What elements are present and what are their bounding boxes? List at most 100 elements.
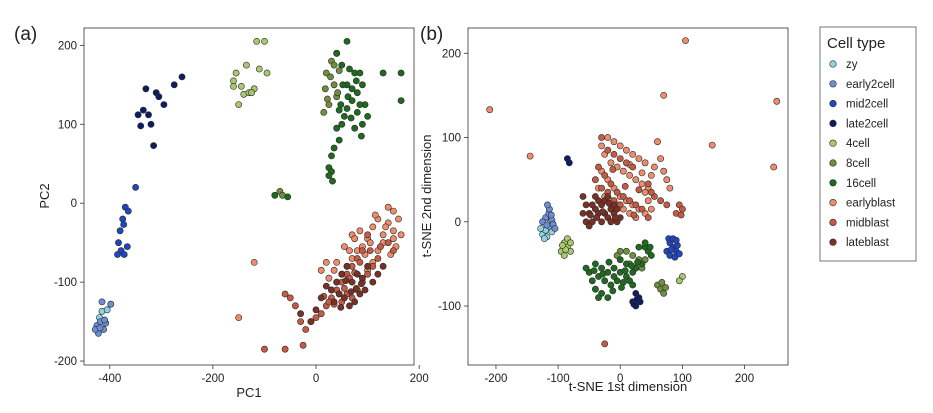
point-late2cell xyxy=(155,93,163,101)
point-lateblast xyxy=(335,290,343,298)
point-midblast xyxy=(635,186,643,194)
point-midblast xyxy=(677,211,685,219)
point-lateblast xyxy=(340,294,348,302)
point-earlyblast xyxy=(682,37,689,44)
point-late2cell xyxy=(565,159,573,167)
point-lateblast xyxy=(338,270,346,278)
point-8cell xyxy=(321,85,329,93)
point-early2cell xyxy=(544,201,551,209)
point-midblast xyxy=(592,176,599,184)
point-lateblast xyxy=(607,218,615,226)
point-earlyblast xyxy=(651,163,658,171)
point-late2cell xyxy=(139,106,147,114)
point-8cell xyxy=(327,73,334,81)
point-16cell xyxy=(601,277,609,285)
point-earlyblast xyxy=(641,159,649,167)
point-lateblast xyxy=(582,201,590,209)
point-midblast xyxy=(607,180,615,188)
point-16cell xyxy=(333,124,341,132)
point-earlyblast xyxy=(604,134,612,141)
point-16cell xyxy=(348,97,356,104)
point-16cell xyxy=(609,287,617,295)
point-midblast xyxy=(281,290,289,298)
point-16cell xyxy=(379,69,387,77)
legend-title: Cell type xyxy=(827,35,885,52)
point-midblast xyxy=(384,239,392,247)
point-mid2cell xyxy=(115,239,122,247)
point-midblast xyxy=(299,341,307,349)
legend-swatch-mid2cell xyxy=(829,99,837,108)
point-16cell xyxy=(605,258,613,266)
panel-b-frame xyxy=(467,27,789,366)
point-midblast xyxy=(377,243,384,250)
point-16cell xyxy=(634,258,641,266)
point-4cell xyxy=(235,101,243,108)
point-earlyblast xyxy=(366,239,374,247)
point-16cell xyxy=(358,81,366,89)
point-16cell xyxy=(284,193,292,201)
panel-a-ytick-label: 100 xyxy=(58,119,77,131)
point-16cell xyxy=(348,85,356,93)
point-late2cell xyxy=(134,111,142,119)
point-16cell xyxy=(339,81,347,89)
point-midblast xyxy=(312,314,320,321)
point-earlyblast xyxy=(657,155,664,162)
point-zy xyxy=(541,235,548,242)
point-16cell xyxy=(616,256,624,264)
point-16cell xyxy=(352,77,360,85)
point-16cell xyxy=(647,252,655,259)
point-earlyblast xyxy=(340,243,348,250)
point-4cell xyxy=(255,65,263,73)
point-earlyblast xyxy=(322,258,330,266)
point-16cell xyxy=(635,243,643,251)
point-16cell xyxy=(338,61,346,69)
point-late2cell xyxy=(142,85,150,93)
point-midblast xyxy=(389,247,397,254)
point-earlyblast xyxy=(346,247,353,254)
point-16cell xyxy=(356,101,364,108)
panel-a-xtick-label: -400 xyxy=(98,373,121,385)
point-lateblast xyxy=(374,270,382,278)
point-4cell xyxy=(560,252,568,259)
point-lateblast xyxy=(585,222,593,230)
point-4cell xyxy=(675,277,683,285)
point-16cell xyxy=(618,284,625,291)
point-lateblast xyxy=(328,286,335,294)
point-lateblast xyxy=(611,214,619,221)
legend: Cell type zy early2cell mid2cell late2cell 4… xyxy=(819,26,917,262)
point-8cell xyxy=(330,81,338,89)
point-lateblast xyxy=(307,318,315,325)
point-16cell xyxy=(592,260,599,268)
point-8cell xyxy=(334,89,342,97)
point-earlyblast xyxy=(641,188,649,196)
panel-b-xtick-label: -100 xyxy=(547,373,570,385)
point-late2cell xyxy=(178,73,186,81)
point-midblast xyxy=(317,310,325,318)
point-16cell xyxy=(628,262,635,269)
point-4cell xyxy=(230,83,237,90)
point-lateblast xyxy=(369,278,377,286)
point-16cell xyxy=(590,267,598,274)
point-16cell xyxy=(397,97,405,104)
point-lateblast xyxy=(587,211,594,219)
point-16cell xyxy=(357,132,365,140)
point-earlyblast xyxy=(663,176,671,184)
legend-swatch-midblast xyxy=(829,218,837,226)
point-midblast xyxy=(356,258,364,266)
point-lateblast xyxy=(588,201,596,209)
point-earlyblast xyxy=(666,184,674,192)
point-midblast xyxy=(626,197,633,205)
point-earlyblast xyxy=(235,314,243,321)
point-earlyblast xyxy=(356,227,364,235)
point-mid2cell xyxy=(667,246,675,253)
point-lateblast xyxy=(579,193,587,200)
point-lateblast xyxy=(322,282,330,290)
point-16cell xyxy=(629,281,637,289)
panel-b-ytick-label: 200 xyxy=(442,48,461,60)
panel-a-xtick-label: -200 xyxy=(201,373,224,385)
point-midblast xyxy=(374,255,382,262)
point-mid2cell xyxy=(124,207,132,215)
point-16cell xyxy=(353,109,361,116)
point-16cell xyxy=(328,152,335,160)
panel-label-b: (b) xyxy=(420,24,443,45)
